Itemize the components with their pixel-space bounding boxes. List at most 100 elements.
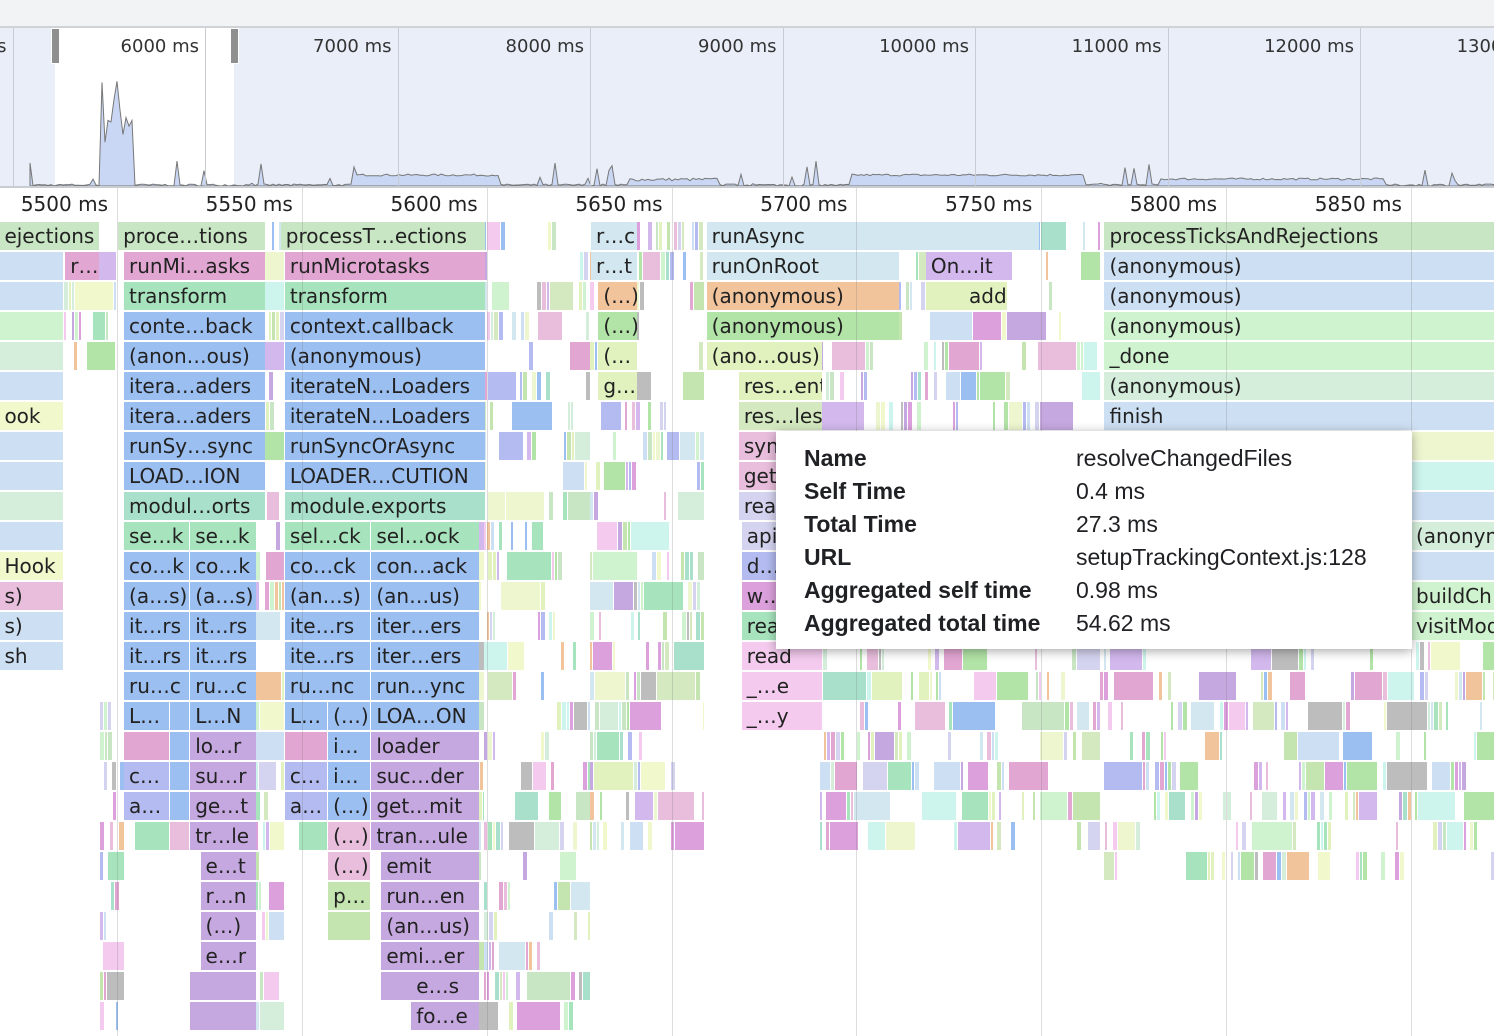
- flame-sliver[interactable]: [560, 852, 576, 880]
- flame-sliver[interactable]: [827, 732, 830, 760]
- flame-sliver[interactable]: [618, 522, 622, 550]
- flame-sliver[interactable]: [484, 282, 487, 310]
- flame-sliver[interactable]: [690, 612, 692, 640]
- flame-sliver[interactable]: [527, 972, 570, 1000]
- flame-sliver[interactable]: [995, 732, 998, 760]
- flame-sliver[interactable]: [484, 642, 507, 670]
- flame-sliver[interactable]: [702, 792, 704, 820]
- flame-sliver[interactable]: [72, 282, 74, 310]
- flame-sliver[interactable]: [104, 702, 107, 730]
- flame-sliver[interactable]: [269, 882, 284, 910]
- flame-sliver[interactable]: [588, 912, 590, 940]
- flame-block[interactable]: add: [925, 282, 1007, 310]
- flame-sliver[interactable]: [532, 522, 543, 550]
- flame-sliver[interactable]: [699, 342, 703, 370]
- flame-sliver[interactable]: [889, 402, 893, 430]
- flame-sliver[interactable]: [100, 912, 103, 940]
- flame-sliver[interactable]: [989, 792, 991, 820]
- flame-sliver[interactable]: [497, 552, 499, 580]
- flame-sliver[interactable]: [922, 792, 956, 820]
- flame-sliver[interactable]: [1400, 852, 1404, 880]
- flame-sliver[interactable]: [697, 582, 700, 610]
- flame-sliver[interactable]: [904, 402, 907, 430]
- flame-sliver[interactable]: [568, 402, 570, 430]
- flame-sliver[interactable]: [487, 522, 490, 550]
- flame-sliver[interactable]: [980, 732, 983, 760]
- flame-sliver[interactable]: [573, 822, 577, 850]
- flame-sliver[interactable]: [533, 762, 546, 790]
- flame-sliver[interactable]: [256, 672, 281, 700]
- flame-sliver[interactable]: [1002, 252, 1012, 280]
- flame-sliver[interactable]: [1434, 702, 1438, 730]
- flame-block[interactable]: suc…der: [371, 762, 479, 790]
- flame-sliver[interactable]: [1040, 402, 1073, 430]
- flame-sliver[interactable]: [635, 792, 653, 820]
- flame-block[interactable]: co…k: [190, 552, 257, 580]
- flame-sliver[interactable]: [658, 642, 661, 670]
- flame-sliver[interactable]: [105, 732, 107, 760]
- flame-sliver[interactable]: [276, 522, 280, 550]
- flame-sliver[interactable]: [634, 762, 637, 790]
- flame-sliver[interactable]: [1022, 702, 1064, 730]
- flame-block[interactable]: (anonymous): [1104, 252, 1494, 280]
- flame-sliver[interactable]: [590, 582, 613, 610]
- flame-sliver[interactable]: [906, 282, 909, 310]
- flame-sliver[interactable]: [826, 372, 829, 400]
- flame-sliver[interactable]: [1432, 762, 1450, 790]
- flame-block[interactable]: [170, 762, 190, 790]
- flame-block[interactable]: e…t: [200, 852, 257, 880]
- flame-sliver[interactable]: [600, 702, 618, 730]
- flame-sliver[interactable]: [541, 732, 544, 760]
- flame-sliver[interactable]: [861, 372, 863, 400]
- flame-sliver[interactable]: [1298, 732, 1339, 760]
- flame-sliver[interactable]: [281, 762, 284, 790]
- flame-sliver[interactable]: [1325, 762, 1343, 790]
- flame-sliver[interactable]: [1172, 762, 1176, 790]
- flame-sliver[interactable]: [113, 792, 116, 820]
- flame-sliver[interactable]: [552, 552, 554, 580]
- flame-block[interactable]: [135, 822, 170, 850]
- flame-sliver[interactable]: [1356, 852, 1359, 880]
- flame-sliver[interactable]: [639, 732, 642, 760]
- flame-sliver[interactable]: [508, 642, 524, 670]
- flame-sliver[interactable]: [1474, 732, 1476, 760]
- flame-sliver[interactable]: [488, 492, 505, 520]
- flame-sliver[interactable]: [851, 792, 853, 820]
- flame-block[interactable]: [0, 252, 63, 280]
- flame-block[interactable]: transform: [284, 282, 485, 310]
- flame-sliver[interactable]: [262, 912, 265, 940]
- flame-sliver[interactable]: [550, 282, 573, 310]
- flame-sliver[interactable]: [545, 732, 549, 760]
- flame-sliver[interactable]: [832, 342, 865, 370]
- flame-sliver[interactable]: [570, 342, 590, 370]
- flame-sliver[interactable]: [1118, 822, 1135, 850]
- flame-sliver[interactable]: [492, 942, 494, 970]
- flame-sliver[interactable]: [674, 222, 677, 250]
- flame-sliver[interactable]: [484, 522, 486, 550]
- flame-sliver[interactable]: [1415, 792, 1417, 820]
- flame-sliver[interactable]: [1447, 822, 1463, 850]
- flame-sliver[interactable]: [680, 432, 695, 460]
- flame-sliver[interactable]: [475, 552, 484, 580]
- flame-sliver[interactable]: [630, 822, 643, 850]
- flame-sliver[interactable]: [831, 762, 834, 790]
- flame-sliver[interactable]: [623, 522, 627, 550]
- flame-sliver[interactable]: [682, 222, 684, 250]
- flame-block[interactable]: r…t: [590, 252, 638, 280]
- flame-sliver[interactable]: [644, 582, 683, 610]
- flame-sliver[interactable]: [1155, 762, 1159, 790]
- flame-block[interactable]: tran…ule: [371, 822, 479, 850]
- flame-block[interactable]: LOADER…CUTION: [284, 462, 485, 490]
- flame-sliver[interactable]: [112, 762, 116, 790]
- flame-chart[interactable]: ejections proce…tions processT…ections r…c r…: [0, 222, 1494, 1036]
- flame-sliver[interactable]: [98, 252, 116, 280]
- flame-sliver[interactable]: [626, 792, 629, 820]
- flame-sliver[interactable]: [520, 372, 522, 400]
- flame-sliver[interactable]: [868, 732, 870, 760]
- flame-sliver[interactable]: [1311, 792, 1315, 820]
- flame-sliver[interactable]: [499, 942, 525, 970]
- flame-block[interactable]: res…ent: [738, 372, 823, 400]
- flame-sliver[interactable]: [1343, 702, 1345, 730]
- flame-sliver[interactable]: [599, 612, 601, 640]
- flame-sliver[interactable]: [1387, 762, 1427, 790]
